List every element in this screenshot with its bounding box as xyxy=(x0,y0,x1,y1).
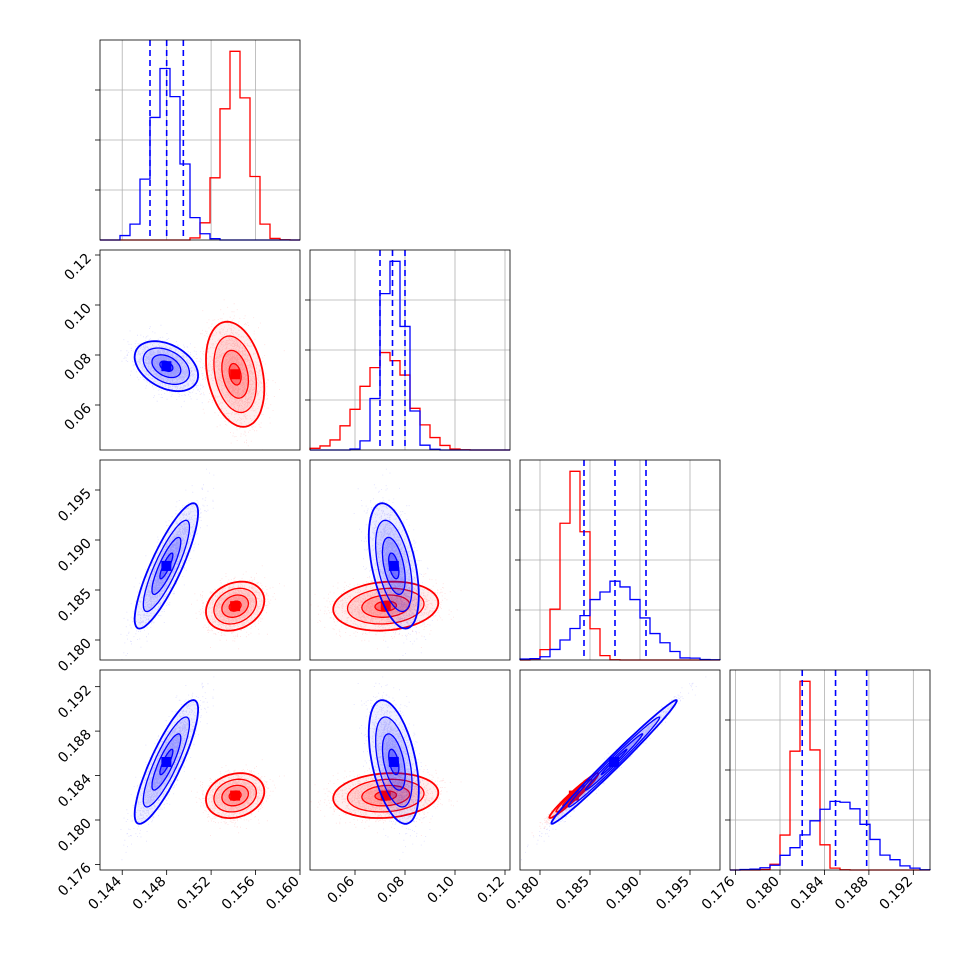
scatter-panel-3-1 xyxy=(99,459,301,661)
density-peak-blue xyxy=(388,560,399,571)
x-tick-label: 0.08 xyxy=(374,874,407,907)
x-tick-label: 0.190 xyxy=(603,874,643,914)
y-tick-label: 0.184 xyxy=(55,771,95,811)
y-tick-label: 0.08 xyxy=(61,351,94,384)
hist-panel-3 xyxy=(515,459,721,661)
histogram-blue xyxy=(519,580,721,661)
scatter-panel-4-2 xyxy=(309,669,511,871)
x-tick-label: 0.156 xyxy=(219,873,259,913)
scatter-panel-4-3 xyxy=(519,669,721,871)
panel-frame xyxy=(99,39,301,241)
histogram-red xyxy=(100,50,300,241)
density-peak-blue xyxy=(161,756,172,767)
x-tick-label: 0.160 xyxy=(263,874,303,914)
y-tick-label: 0.180 xyxy=(55,636,95,676)
x-tick-label: 0.184 xyxy=(788,873,828,913)
panel-frame xyxy=(99,459,301,661)
y-tick-label: 0.190 xyxy=(55,536,95,576)
panel-frame xyxy=(729,669,931,871)
x-tick-label: 0.148 xyxy=(130,874,170,914)
hist-panel-4 xyxy=(725,669,931,871)
scatter-points-red xyxy=(191,299,285,450)
y-tick-label: 0.12 xyxy=(61,251,94,284)
y-tick-label: 0.192 xyxy=(55,682,95,722)
histogram-blue xyxy=(310,260,510,451)
panel-frame xyxy=(99,249,301,451)
histogram-red xyxy=(730,680,930,871)
x-tick-label: 0.144 xyxy=(85,873,125,913)
y-tick-label: 0.188 xyxy=(55,727,95,767)
density-peak-blue xyxy=(609,756,620,767)
density-peak-blue xyxy=(161,361,172,372)
y-tick-label: 0.195 xyxy=(55,486,95,526)
y-tick-label: 0.06 xyxy=(61,400,94,433)
panel-frame xyxy=(309,459,511,661)
histogram-blue xyxy=(100,67,300,241)
x-tick-label: 0.180 xyxy=(503,874,543,914)
hist-panel-1 xyxy=(95,39,301,241)
panel-frame xyxy=(99,669,301,871)
x-tick-label: 0.188 xyxy=(832,874,872,914)
y-tick-label: 0.176 xyxy=(55,860,95,900)
density-peak-red xyxy=(230,369,241,380)
x-tick-label: 0.192 xyxy=(876,874,916,914)
density-peak-red xyxy=(380,790,391,801)
density-peak-blue xyxy=(388,756,399,767)
density-peak-red xyxy=(380,601,391,612)
scatter-points-blue xyxy=(353,676,437,861)
scatter-panel-3-2 xyxy=(309,459,511,661)
y-tick-label: 0.185 xyxy=(55,586,95,626)
x-tick-label: 0.06 xyxy=(324,873,357,906)
scatter-panel-2-1 xyxy=(99,249,301,451)
y-tick-label: 0.10 xyxy=(61,301,94,334)
histogram-blue xyxy=(730,800,931,871)
hist-panel-2 xyxy=(305,249,511,451)
scatter-points-blue xyxy=(120,676,215,861)
density-peak-red xyxy=(230,790,241,801)
panel-frame xyxy=(309,669,511,871)
density-peak-red xyxy=(230,601,241,612)
density-peak-blue xyxy=(161,560,172,571)
x-tick-label: 0.195 xyxy=(653,874,693,914)
y-tick-label: 0.180 xyxy=(55,816,95,856)
x-tick-label: 0.152 xyxy=(174,874,214,914)
x-tick-label: 0.180 xyxy=(743,874,783,914)
x-tick-label: 0.176 xyxy=(699,873,739,913)
scatter-panel-4-1 xyxy=(99,669,301,871)
x-tick-label: 0.185 xyxy=(553,874,593,914)
panel-frame xyxy=(519,459,721,661)
x-tick-label: 0.10 xyxy=(424,874,457,907)
panel-frame xyxy=(309,249,511,451)
panel-frame xyxy=(519,669,721,871)
